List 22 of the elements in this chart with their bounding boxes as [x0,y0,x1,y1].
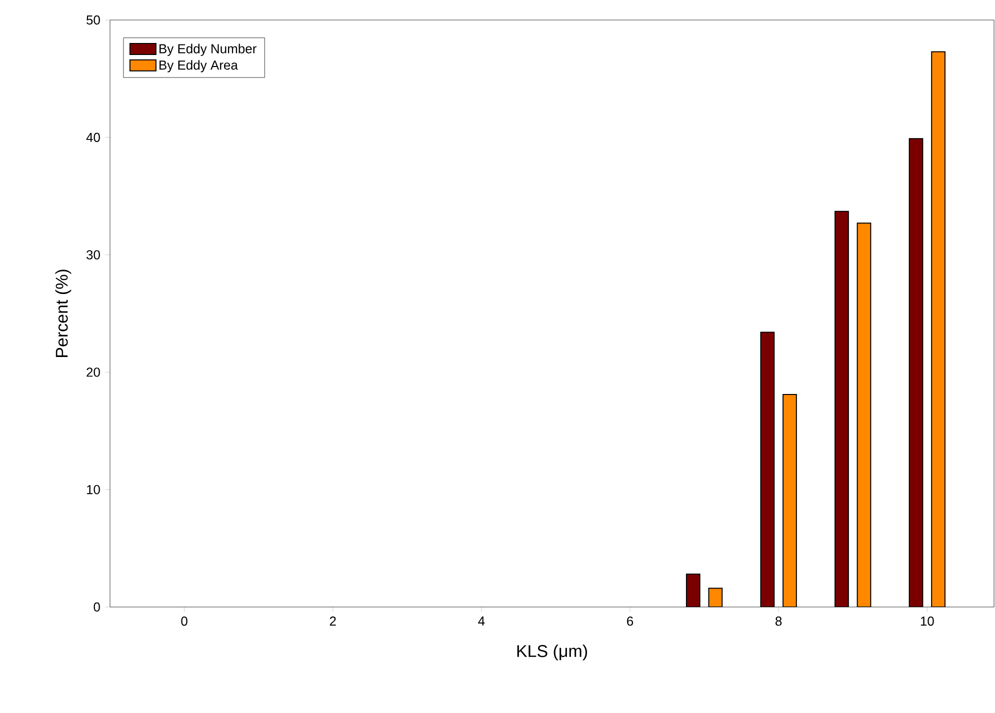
x-tick-label: 10 [920,616,934,626]
x-tick-label: 8 [776,616,782,626]
bar [931,51,946,607]
y-tick-label: 10 [86,484,100,494]
bar [834,210,849,607]
x-tick-label: 2 [330,616,336,626]
x-tick-label: 4 [478,616,485,626]
y-axis-title: Percent (%) [55,270,72,357]
bar [782,394,797,607]
x-tick-label: 0 [181,616,188,626]
bar [686,574,700,607]
x-tick-label: 6 [627,616,634,626]
bar [856,222,872,607]
y-tick-label: 50 [86,15,100,25]
legend-label: By Eddy Number [160,44,256,56]
y-tick-label: 0 [94,602,100,612]
y-tick-label: 30 [86,250,100,260]
x-axis-title: KLS (μm) [517,644,587,660]
y-tick-label: 40 [86,132,100,142]
bar [908,138,924,607]
y-tick-label: 20 [86,368,100,377]
legend-label: By Eddy Area [160,60,238,72]
